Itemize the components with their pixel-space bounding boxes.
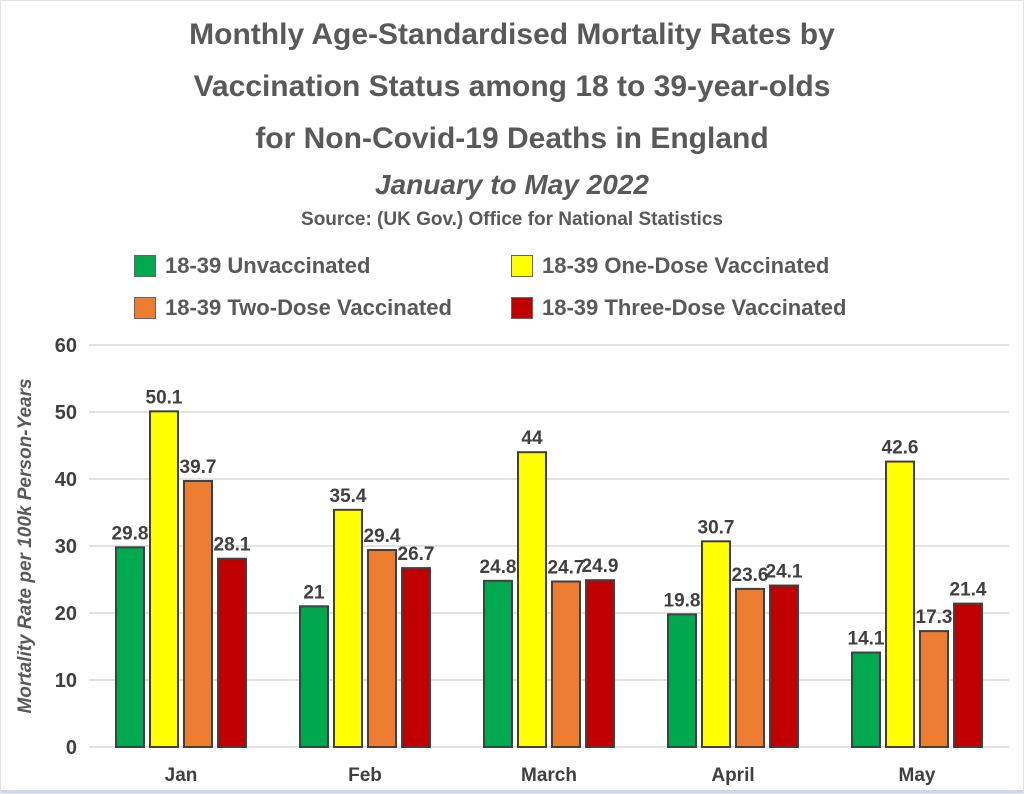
svg-text:40: 40: [55, 469, 77, 491]
legend-item-unvaccinated: 18-39 Unvaccinated: [134, 251, 511, 281]
svg-text:14.1: 14.1: [848, 629, 885, 650]
svg-text:50: 50: [55, 402, 77, 424]
svg-text:26.7: 26.7: [398, 544, 435, 565]
svg-text:50.1: 50.1: [146, 387, 183, 408]
legend-label-three-dose: 18-39 Three-Dose Vaccinated: [542, 295, 847, 320]
svg-text:0: 0: [66, 737, 77, 759]
legend-item-two-dose: 18-39 Two-Dose Vaccinated: [134, 293, 511, 323]
bar-chart-plot-area: 0 10 20 30 40 50 60 Mortality Rate per 100k Per…: [15, 335, 1009, 786]
chart-legend: 18-39 Unvaccinated 18-39 One-Dose Vaccin…: [134, 251, 904, 323]
svg-text:39.7: 39.7: [180, 457, 217, 478]
bottom-border-line: [1, 790, 1023, 793]
svg-text:28.1: 28.1: [214, 535, 251, 556]
svg-text:Mortality Rate per 100k Person: Mortality Rate per 100k Person-Years: [15, 378, 36, 713]
svg-text:Jan: Jan: [165, 765, 198, 786]
chart-source: Source: (UK Gov.) Office for National St…: [301, 209, 723, 230]
svg-text:20: 20: [55, 603, 77, 625]
svg-text:10: 10: [55, 670, 77, 692]
svg-text:19.8: 19.8: [664, 590, 701, 611]
svg-text:29.8: 29.8: [112, 523, 149, 544]
svg-text:35.4: 35.4: [330, 486, 367, 507]
legend-label-two-dose: 18-39 Two-Dose Vaccinated: [165, 295, 452, 320]
legend-label-one-dose: 18-39 One-Dose Vaccinated: [542, 253, 830, 278]
svg-text:30: 30: [55, 536, 77, 558]
svg-text:17.3: 17.3: [916, 607, 953, 628]
legend-swatch-yellow: [511, 255, 533, 277]
svg-text:24.1: 24.1: [766, 562, 803, 583]
legend-swatch-orange: [134, 297, 156, 319]
svg-text:March: March: [521, 765, 577, 786]
legend-item-one-dose: 18-39 One-Dose Vaccinated: [511, 251, 904, 281]
svg-text:29.4: 29.4: [364, 526, 401, 547]
svg-text:30.7: 30.7: [698, 517, 735, 538]
legend-swatch-green: [134, 255, 156, 277]
svg-text:23.6: 23.6: [732, 565, 769, 586]
svg-text:Feb: Feb: [348, 765, 382, 786]
svg-text:24.9: 24.9: [582, 556, 619, 577]
svg-text:44: 44: [521, 428, 543, 449]
svg-text:24.7: 24.7: [548, 558, 585, 579]
svg-text:21.4: 21.4: [950, 580, 987, 601]
legend-swatch-dark-red: [511, 297, 533, 319]
svg-text:42.6: 42.6: [882, 438, 919, 459]
chart-header: Monthly Age-Standardised Mortality Rates…: [1, 9, 1023, 235]
chart-subtitle: January to May 2022: [375, 169, 649, 200]
chart-title-line-2: Vaccination Status among 18 to 39-year-o…: [193, 70, 831, 103]
svg-text:May: May: [899, 765, 936, 786]
chart-title: Monthly Age-Standardised Mortality Rates…: [1, 9, 1023, 165]
svg-text:21: 21: [303, 582, 325, 603]
legend-item-three-dose: 18-39 Three-Dose Vaccinated: [511, 293, 904, 323]
chart-title-line-3: for Non-Covid-19 Deaths in England: [255, 122, 769, 155]
svg-text:24.8: 24.8: [480, 557, 517, 578]
legend-label-unvaccinated: 18-39 Unvaccinated: [165, 253, 371, 278]
chart-title-line-1: Monthly Age-Standardised Mortality Rates…: [189, 18, 835, 51]
svg-text:April: April: [711, 765, 754, 786]
svg-text:60: 60: [55, 335, 77, 357]
